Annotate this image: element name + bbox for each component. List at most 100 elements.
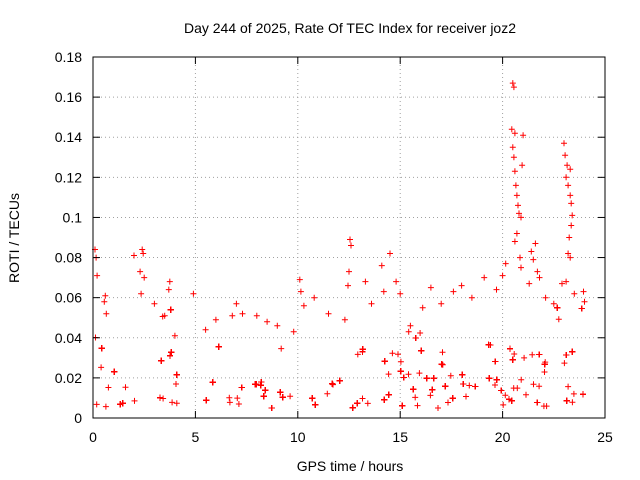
data-point [359,348,366,355]
data-point [209,379,216,386]
data-point [226,394,233,401]
data-point [438,361,445,368]
data-point [94,272,101,279]
data-point [405,328,412,335]
data-point [378,262,385,269]
data-point [438,300,445,307]
data-point [138,290,145,297]
y-tick-label: 0 [74,410,82,426]
data-point [554,304,561,311]
data-point [235,401,242,407]
y-tick-label: 0.06 [55,290,82,306]
data-point [493,376,500,383]
data-point [562,152,569,159]
data-point [463,393,469,400]
data-point [580,391,586,398]
data-point [139,246,146,253]
data-point [487,342,494,348]
data-point [512,182,519,189]
data-point [368,300,375,307]
data-point [364,400,371,407]
data-point [416,370,423,377]
data-point [513,192,520,199]
data-point [566,234,573,241]
data-point [312,401,319,408]
x-tick-label: 25 [597,429,613,445]
data-point [274,322,281,329]
data-point [354,400,361,407]
data-point [173,381,179,387]
data-point [122,384,129,391]
data-point [510,154,517,161]
data-point [137,268,144,275]
data-point [389,350,396,357]
y-tick-label: 0.16 [55,89,82,105]
data-point [580,288,587,295]
data-point [569,212,576,219]
data-point [509,356,516,363]
data-points [92,80,588,411]
data-point [534,268,541,275]
data-point [190,290,197,297]
data-point [511,238,518,245]
data-point [397,368,404,375]
data-point [567,166,574,173]
y-tick-label: 0.1 [63,209,83,225]
data-point [417,330,424,336]
data-point [450,288,457,295]
data-point [569,399,576,406]
data-point [523,391,529,398]
x-tick-label: 20 [495,429,511,445]
y-tick-label: 0.18 [55,49,82,65]
data-point [341,316,348,323]
data-point [348,242,354,249]
data-point [212,316,219,323]
data-point [492,358,499,365]
data-point [458,282,465,289]
data-point [407,322,414,329]
y-tick-label: 0.12 [55,169,82,185]
data-point [324,390,331,397]
data-point [529,351,536,358]
data-point [226,399,233,406]
data-point [173,371,180,378]
data-point [158,357,165,364]
data-point [561,360,568,367]
data-point [98,364,105,371]
data-point [565,383,572,390]
x-axis-label: GPS time / hours [297,458,404,474]
data-point [380,288,387,295]
data-point [105,384,112,391]
data-point [215,343,222,350]
data-point [238,384,245,391]
data-point [399,402,406,409]
data-point [103,310,110,317]
data-point [381,396,388,403]
data-point [258,379,265,385]
data-point [517,254,523,261]
data-point [329,380,336,387]
data-point [397,358,404,365]
data-point [513,230,520,237]
data-point [564,162,571,169]
data-point [563,397,570,404]
data-point [568,222,575,229]
data-point [165,286,172,293]
data-point [412,335,419,341]
data-point [300,302,307,309]
data-point [536,383,543,390]
data-point [400,374,407,381]
data-point [93,401,100,408]
data-point [532,240,539,247]
data-point [541,361,548,368]
data-point [233,300,240,307]
data-point [500,401,507,408]
data-point [264,318,271,325]
data-point [262,387,269,394]
data-point [131,397,138,404]
data-point [405,371,412,378]
data-point [565,250,572,257]
data-point [167,352,173,359]
data-point [429,386,436,393]
data-point [445,399,451,406]
